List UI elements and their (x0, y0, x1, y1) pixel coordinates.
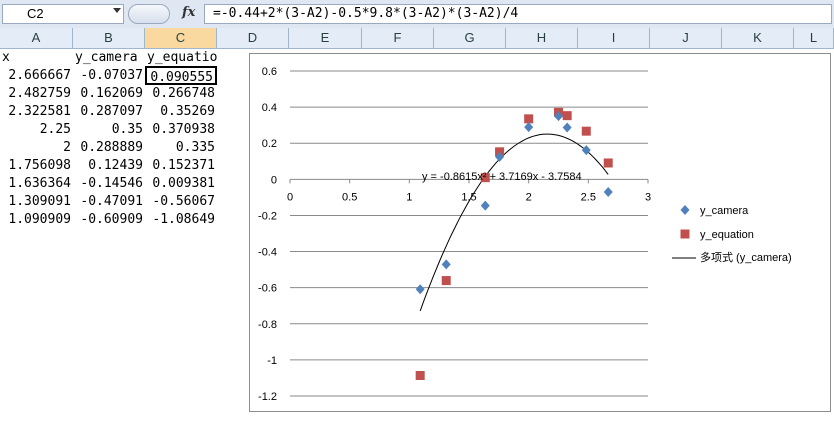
chart-plot: 0.60.40.20-0.2-0.4-0.6-0.8-1-1.20 0.5 1 1.5… (258, 66, 792, 403)
table-cell[interactable]: 0.370938 (152, 122, 215, 137)
x-tick-label: 0 (287, 191, 293, 203)
y-tick-label: 0.4 (262, 102, 277, 114)
y-tick-label: -0.6 (258, 283, 277, 295)
table-cell[interactable]: 0.152371 (152, 158, 215, 173)
y-equation-point (562, 111, 572, 121)
y-equation-point (495, 147, 505, 157)
column-header-k[interactable]: K (722, 28, 794, 48)
column-header-c[interactable]: C (145, 28, 217, 48)
y-equation-point (581, 126, 591, 136)
y-equation-point (603, 158, 613, 168)
y-camera-point (441, 259, 451, 270)
column-header-i[interactable]: I (578, 28, 650, 48)
legend-label-y-camera: y_camera (700, 205, 749, 217)
column-header-d[interactable]: D (217, 28, 289, 48)
table-cell[interactable]: 0.009381 (152, 176, 215, 191)
column-header-e[interactable]: E (289, 28, 362, 48)
y-camera-point (603, 187, 613, 198)
table-cell[interactable]: 0.35 (111, 122, 143, 137)
x-tick-label: 2.5 (581, 191, 596, 203)
column-header-j[interactable]: J (650, 28, 722, 48)
table-cell[interactable]: -0.14546 (80, 176, 143, 191)
y-equation-point (415, 371, 425, 381)
table-cell[interactable]: 0.287097 (80, 104, 143, 119)
trendline (419, 133, 609, 312)
y-equation-point (480, 173, 490, 183)
x-tick-label: 2 (526, 191, 532, 203)
column-header-a[interactable]: A (0, 28, 73, 48)
table-cell[interactable]: -0.47091 (80, 194, 143, 209)
y-tick-label: -1 (267, 355, 277, 367)
table-cell[interactable]: 2.482759 (8, 86, 71, 101)
legend-marker-y-equation (680, 229, 690, 239)
header-cell[interactable]: y_equation (147, 50, 217, 65)
table-cell[interactable]: 0.162069 (80, 86, 143, 101)
y-equation-point (441, 276, 451, 286)
name-box[interactable]: C2 (2, 4, 124, 24)
y-tick-label: -0.2 (258, 210, 277, 222)
table-cell[interactable]: -0.07037 (80, 68, 143, 83)
table-cell[interactable]: 1.636364 (8, 176, 71, 191)
x-tick-label: 1 (406, 191, 412, 203)
table-cell[interactable]: -0.60909 (80, 212, 143, 227)
y-tick-label: 0.6 (262, 66, 277, 78)
formula-bar: C2 fx =-0.44+2*(3-A2)-0.5*9.8*(3-A2)*(3-… (0, 0, 834, 29)
column-header-l[interactable]: L (794, 28, 834, 48)
column-header-f[interactable]: F (362, 28, 434, 48)
x-tick-label: 0.5 (342, 191, 357, 203)
table-cell[interactable]: 1.309091 (8, 194, 71, 209)
y-camera-point (524, 122, 534, 133)
table-cell[interactable]: 2 (63, 140, 71, 155)
y-equation-point (524, 114, 534, 124)
y-tick-label: -1.2 (258, 391, 277, 403)
table-cell[interactable]: 1.090909 (8, 212, 71, 227)
table-cell[interactable]: 0.288889 (80, 140, 143, 155)
y-tick-label: -0.8 (258, 319, 277, 331)
table-cell[interactable]: 0.266748 (152, 86, 215, 101)
y-camera-point (415, 284, 425, 295)
table-cell[interactable]: 0.335 (175, 140, 215, 155)
legend-marker-y-camera (680, 205, 690, 215)
y-camera-point (495, 151, 505, 162)
formula-bar-expand-button[interactable] (128, 4, 170, 24)
insert-function-icon[interactable]: fx (182, 5, 196, 20)
legend-label-trendline: 多项式 (y_camera) (700, 250, 792, 264)
table-cell[interactable]: 0.35269 (160, 104, 215, 119)
table-cell[interactable]: 2.25 (39, 122, 71, 137)
table-cell[interactable]: -1.08649 (152, 212, 215, 227)
table-cell[interactable]: 0.12439 (88, 158, 143, 173)
table-cell[interactable]: 2.666667 (8, 68, 71, 83)
y-tick-label: 0.2 (262, 138, 277, 150)
column-header-h[interactable]: H (506, 28, 578, 48)
chevron-down-icon[interactable] (113, 8, 121, 13)
y-camera-point (554, 111, 563, 122)
table-cell[interactable]: 2.322581 (8, 104, 71, 119)
header-cell[interactable]: x (2, 50, 10, 65)
formula-input[interactable]: =-0.44+2*(3-A2)-0.5*9.8*(3-A2)*(3-A2)/4 (204, 4, 832, 24)
y-tick-label: 0 (271, 174, 277, 186)
header-cell[interactable]: y_camera (75, 50, 138, 65)
y-camera-point (480, 200, 490, 211)
table-cell[interactable]: -0.56067 (152, 194, 215, 209)
trendline-equation: y = -0.8615x² + 3.7169x - 3.7584 (422, 171, 582, 183)
legend-label-y-equation: y_equation (700, 229, 754, 241)
column-header-g[interactable]: G (434, 28, 506, 48)
active-cell[interactable]: 0.090555 (145, 66, 217, 85)
x-tick-label: 3 (645, 191, 651, 203)
column-header-b[interactable]: B (73, 28, 145, 48)
chart[interactable]: 0.6 0.4 0.2 0 -0.2 -0.4 -0.6 -0.8 -1 -1.2 0 0.5 1 1.5… (249, 53, 831, 412)
y-camera-point (581, 145, 591, 156)
y-camera-point (562, 122, 572, 133)
table-cell[interactable]: 1.756098 (8, 158, 71, 173)
y-tick-label: -0.4 (258, 247, 277, 259)
